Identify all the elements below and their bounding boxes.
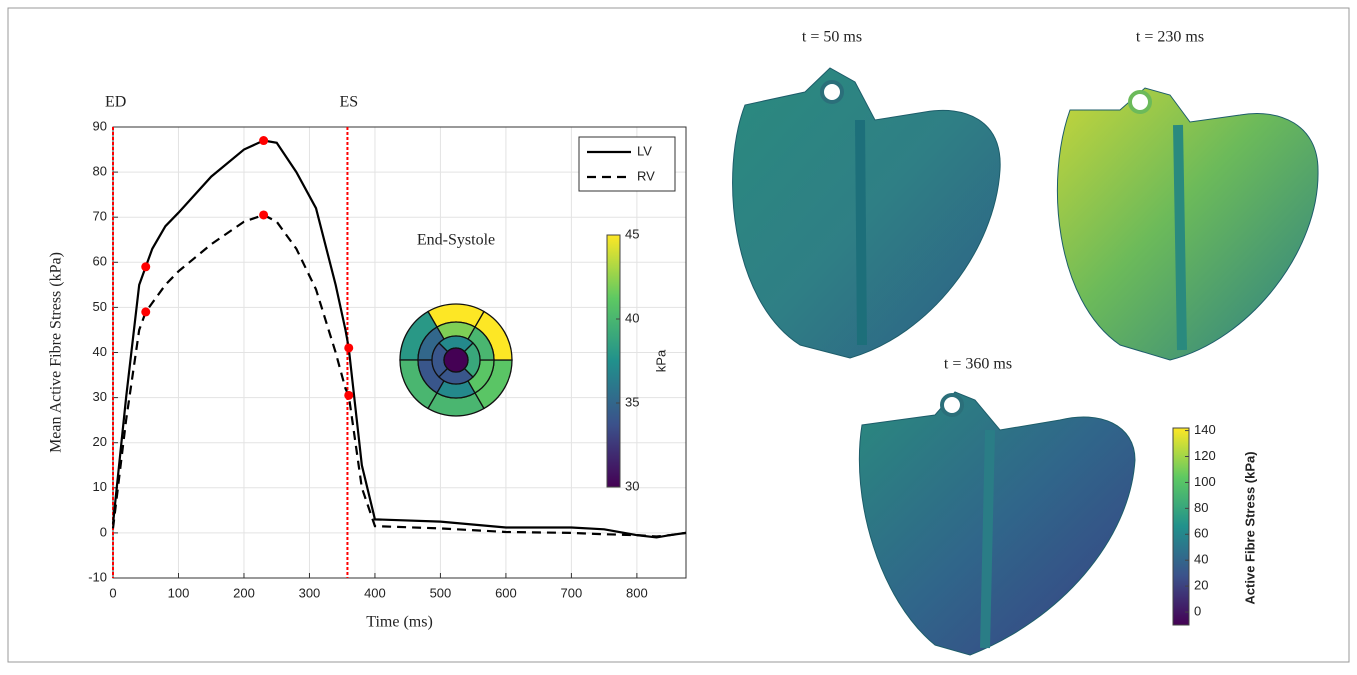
colorbar-tick-label: 0 — [1194, 603, 1201, 618]
legend — [579, 137, 675, 191]
y-tick-label: 70 — [93, 209, 107, 224]
colorbar-tick-label: 60 — [1194, 526, 1208, 541]
highlight-point — [344, 343, 353, 352]
event-label: ES — [339, 94, 358, 111]
legend-label: LV — [637, 143, 652, 158]
highlight-point — [344, 391, 353, 400]
colorbar-tick-label: 30 — [625, 478, 639, 493]
y-tick-label: 50 — [93, 299, 107, 314]
highlight-point — [141, 307, 150, 316]
x-tick-label: 500 — [430, 585, 452, 600]
colorbar-tick-label: 40 — [625, 310, 639, 325]
legend-label: RV — [637, 168, 655, 183]
colorbar-label: kPa — [653, 349, 668, 372]
colorbar-tick-label: 35 — [625, 394, 639, 409]
colorbar-tick-label: 40 — [1194, 552, 1208, 567]
colorbar-tick-label: 45 — [625, 226, 639, 241]
panel-title: t = 360 ms — [944, 356, 1012, 373]
y-tick-label: 80 — [93, 164, 107, 179]
x-tick-label: 700 — [561, 585, 583, 600]
x-tick-label: 100 — [168, 585, 190, 600]
figure: 0100200300400500600700800-10010203040506… — [0, 0, 1357, 670]
colorbar-label: Active Fibre Stress (kPa) — [1242, 451, 1257, 604]
heart-2 — [1057, 88, 1318, 360]
panel-title: t = 230 ms — [1136, 29, 1204, 46]
y-axis-label: Mean Active Fibre Stress (kPa) — [48, 252, 65, 453]
heart-3 — [859, 392, 1135, 655]
y-tick-label: 20 — [93, 434, 107, 449]
y-tick-label: 0 — [100, 524, 107, 539]
y-tick-label: 30 — [93, 389, 107, 404]
x-tick-label: 600 — [495, 585, 517, 600]
colorbar-tick-label: 20 — [1194, 578, 1208, 593]
y-tick-label: -10 — [88, 569, 107, 584]
colorbar-tick-label: 80 — [1194, 500, 1208, 515]
y-tick-label: 90 — [93, 118, 107, 133]
highlight-point — [259, 136, 268, 145]
highlight-point — [259, 210, 268, 219]
event-label: ED — [105, 94, 126, 111]
colorbar-tick-label: 120 — [1194, 448, 1216, 463]
y-tick-label: 40 — [93, 344, 107, 359]
colorbar — [1173, 428, 1189, 625]
colorbar-tick-label: 140 — [1194, 422, 1216, 437]
x-tick-label: 200 — [233, 585, 255, 600]
colorbar — [607, 235, 620, 487]
x-axis-label: Time (ms) — [366, 614, 433, 631]
x-tick-label: 400 — [364, 585, 386, 600]
x-tick-label: 800 — [626, 585, 648, 600]
panel-title: t = 50 ms — [802, 29, 862, 46]
y-tick-label: 10 — [93, 479, 107, 494]
bullseye-segment — [444, 348, 468, 372]
colorbar-tick-label: 100 — [1194, 474, 1216, 489]
highlight-point — [141, 262, 150, 271]
x-tick-label: 300 — [299, 585, 321, 600]
heart-1 — [733, 68, 1001, 358]
y-tick-label: 60 — [93, 254, 107, 269]
x-tick-label: 0 — [109, 585, 116, 600]
bullseye-title: End-Systole — [417, 232, 495, 249]
